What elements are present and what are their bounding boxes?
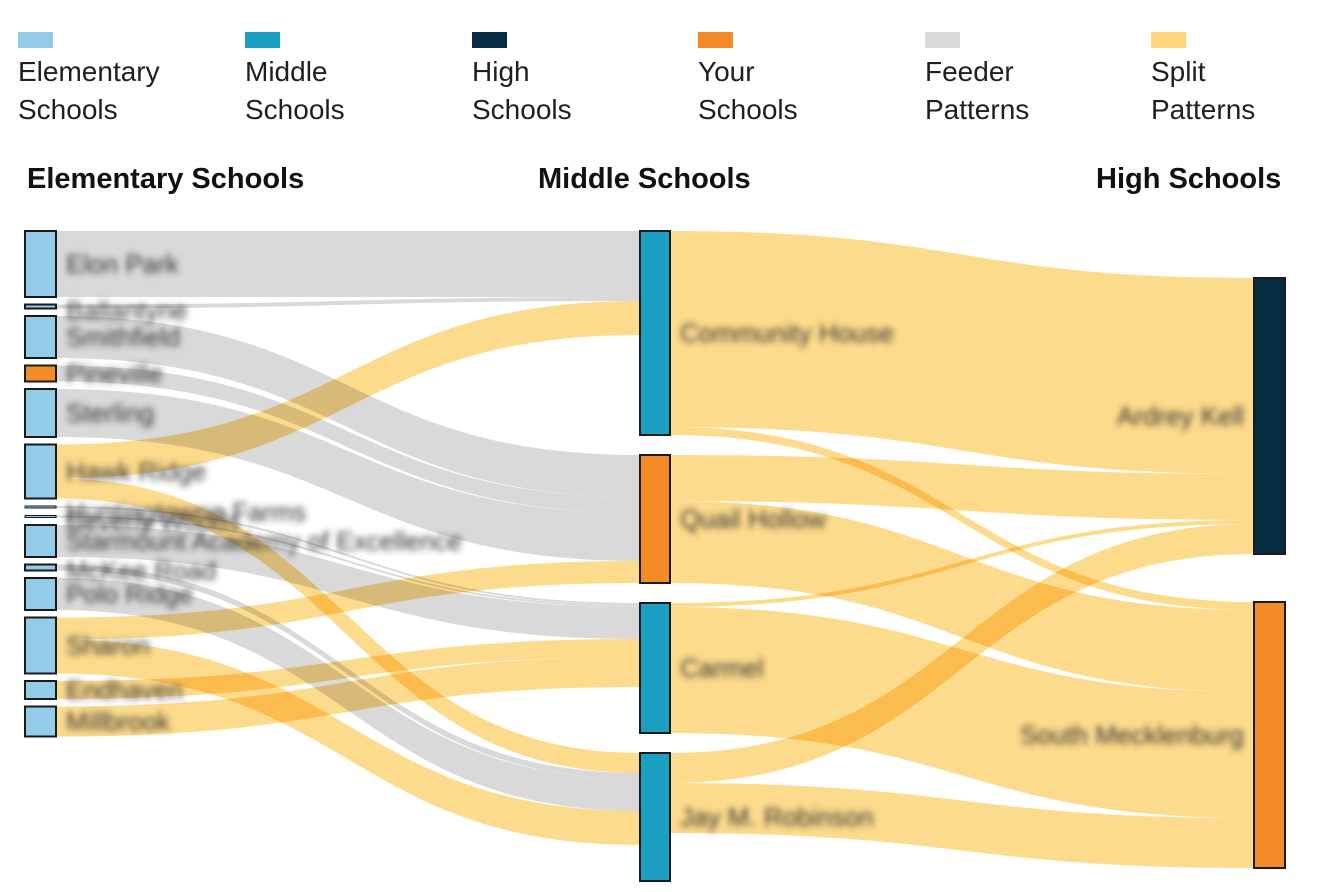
legend-swatch-elementary xyxy=(18,32,53,48)
node-e13[interactable] xyxy=(24,680,57,700)
legend-item-middle: Middle Schools xyxy=(245,32,445,129)
column-heading-middle: Middle Schools xyxy=(538,163,751,195)
node-label-e5: Sterling xyxy=(66,398,154,428)
legend-label-split: Split Patterns xyxy=(1151,53,1320,129)
node-label-e11: Polo Ridge xyxy=(66,579,193,609)
link-m1-to-h1 xyxy=(670,231,1254,474)
column-heading-elementary: Elementary Schools xyxy=(27,163,305,195)
link-e6-to-m4 xyxy=(56,478,640,773)
node-label-e13: Endhaven xyxy=(66,675,183,705)
node-e10[interactable] xyxy=(24,563,57,572)
node-e9[interactable] xyxy=(24,524,57,558)
legend-item-yours: Your Schools xyxy=(698,32,898,129)
link-e9-to-m3 xyxy=(56,525,640,639)
legend-label-line1: Your xyxy=(698,56,755,87)
node-label-e8: Beverly Woods xyxy=(66,507,240,537)
node-label-e12: Sharon xyxy=(66,631,150,661)
node-label-m2: Quail Hollow xyxy=(680,504,826,534)
node-e12[interactable] xyxy=(24,616,57,675)
node-label-e14: Millbrook xyxy=(66,707,171,737)
legend-label-high: High Schools xyxy=(472,53,672,129)
link-e14-to-m3 xyxy=(56,657,640,737)
legend-swatch-feeder xyxy=(925,32,960,48)
link-m3-to-h1 xyxy=(670,520,1254,607)
link-m4-to-h2 xyxy=(670,783,1254,868)
legend-label-line1: Middle xyxy=(245,56,328,87)
legend-swatch-yours xyxy=(698,32,733,48)
node-m1[interactable] xyxy=(639,230,671,436)
node-m4[interactable] xyxy=(639,752,671,882)
legend-label-line2: Schools xyxy=(245,94,345,125)
legend-label-line1: Split xyxy=(1151,56,1206,87)
legend-label-line1: Feeder xyxy=(925,56,1014,87)
link-m2-to-h1 xyxy=(670,455,1254,520)
node-e5[interactable] xyxy=(24,388,57,438)
node-e4[interactable] xyxy=(24,364,57,383)
node-e2[interactable] xyxy=(24,303,57,310)
link-e1-to-m1 xyxy=(56,231,640,297)
node-label-e9: Starmount Academy of Excellence xyxy=(66,526,462,556)
legend-item-feeder: Feeder Patterns xyxy=(925,32,1125,129)
link-e12-to-m2 xyxy=(56,561,640,640)
node-e3[interactable] xyxy=(24,315,57,359)
legend-label-line2: Patterns xyxy=(925,94,1030,125)
node-label-m3: Carmel xyxy=(680,653,764,683)
link-e7-to-m3 xyxy=(56,506,640,605)
node-label-e4: Pineville xyxy=(66,359,163,389)
node-label-m4: Jay M. Robinson xyxy=(680,802,874,832)
legend-label-elementary: Elementary Schools xyxy=(18,53,218,129)
link-m2-to-h2 xyxy=(670,501,1254,692)
link-m1-to-h2 xyxy=(670,427,1254,610)
node-h2[interactable] xyxy=(1253,601,1286,869)
node-label-e6: Hawk Ridge xyxy=(66,457,206,487)
node-m2[interactable] xyxy=(639,454,671,584)
nodes-layer xyxy=(24,230,1286,882)
column-heading-high: High Schools xyxy=(1096,163,1282,195)
node-label-h2: South Mecklenburg xyxy=(1020,720,1244,750)
node-m3[interactable] xyxy=(639,602,671,734)
node-label-e7: Huntingtowne Farms xyxy=(66,497,306,527)
legend-label-line2: Patterns xyxy=(1151,94,1256,125)
legend-swatch-high xyxy=(472,32,507,48)
legend-label-line1: High xyxy=(472,56,530,87)
node-h1[interactable] xyxy=(1253,277,1286,555)
legend-swatch-middle xyxy=(245,32,280,48)
node-label-m1: Community House xyxy=(680,318,894,348)
legend-item-split: Split Patterns xyxy=(1151,32,1320,129)
legend-label-line2: Schools xyxy=(18,94,118,125)
legend-item-high: High Schools xyxy=(472,32,672,129)
node-e6[interactable] xyxy=(24,443,57,500)
link-m3-to-h2 xyxy=(670,607,1254,818)
node-e14[interactable] xyxy=(24,705,57,738)
legend-label-yours: Your Schools xyxy=(698,53,898,129)
link-e4-to-m2 xyxy=(56,365,640,513)
node-e1[interactable] xyxy=(24,230,57,298)
legend-label-line2: Schools xyxy=(698,94,798,125)
legend-label-line2: Schools xyxy=(472,94,572,125)
link-e8-to-m3 xyxy=(56,515,640,607)
links-layer xyxy=(56,231,1254,868)
link-m4-to-h1 xyxy=(670,524,1254,783)
node-label-e2: Ballantyne xyxy=(66,296,187,326)
link-e2-to-m1 xyxy=(56,297,640,309)
legend-swatch-split xyxy=(1151,32,1186,48)
node-label-e3: Smithfield xyxy=(66,322,180,352)
node-label-h1: Ardrey Kell xyxy=(1117,401,1244,431)
legend: Elementary Schools Middle Schools High S… xyxy=(18,32,1308,132)
legend-item-elementary: Elementary Schools xyxy=(18,32,218,129)
node-e7[interactable] xyxy=(24,505,57,509)
node-label-e1: Elon Park xyxy=(66,249,180,279)
node-e8[interactable] xyxy=(24,515,57,518)
link-e12-to-m4 xyxy=(56,639,640,845)
legend-label-line1: Elementary xyxy=(18,56,160,87)
node-label-e10: McKee Road xyxy=(66,556,216,586)
legend-label-feeder: Feeder Patterns xyxy=(925,53,1125,129)
node-e11[interactable] xyxy=(24,577,57,611)
legend-label-middle: Middle Schools xyxy=(245,53,445,129)
link-e6-to-m1 xyxy=(56,301,640,479)
